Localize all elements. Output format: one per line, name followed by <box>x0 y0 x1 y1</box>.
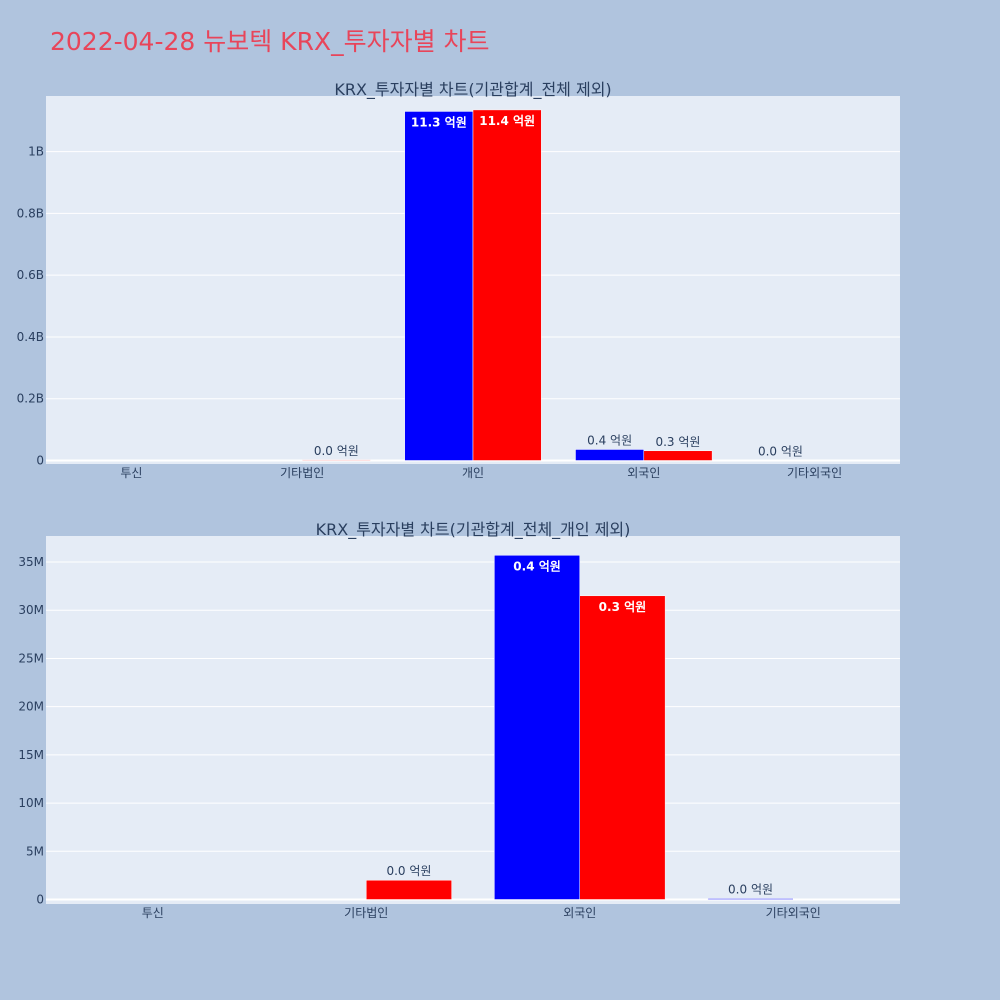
subplot-title: KRX_투자자별 차트(기관합계_전체 제외) <box>334 80 611 100</box>
plot-area <box>46 536 900 904</box>
y-tick-label: 0 <box>36 893 44 907</box>
y-tick-label: 0.2B <box>17 392 44 406</box>
x-tick-label: 기타외국인 <box>766 906 821 920</box>
x-tick-label: 개인 <box>462 466 484 480</box>
x-tick-label: 투신 <box>142 906 164 920</box>
x-tick-label: 기타외국인 <box>787 466 842 480</box>
y-tick-label: 10M <box>18 796 44 810</box>
sell-bar <box>579 595 666 900</box>
buy-bar <box>404 111 474 461</box>
data-label: 11.3 억원 <box>411 115 467 129</box>
x-tick-label: 외국인 <box>563 906 596 920</box>
y-tick-label: 1B <box>28 145 44 159</box>
x-tick-label: 기타법인 <box>280 466 324 480</box>
subplot-title: KRX_투자자별 차트(기관합계_전체_개인 제외) <box>316 520 631 540</box>
sell-bar <box>472 109 542 461</box>
y-tick-label: 0 <box>36 454 44 468</box>
buy-bar <box>707 898 794 900</box>
y-tick-label: 20M <box>18 700 44 714</box>
y-tick-label: 0.4B <box>17 330 44 344</box>
data-label: 11.4 억원 <box>479 114 535 128</box>
y-tick-label: 35M <box>18 555 44 569</box>
page-title: 2022-04-28 뉴보텍 KRX_투자자별 차트 <box>50 27 490 56</box>
sell-bar <box>366 879 452 900</box>
y-tick-label: 15M <box>18 748 44 762</box>
x-tick-label: 투신 <box>120 466 142 480</box>
data-label: 0.3 억원 <box>655 435 700 449</box>
data-label: 0.0 억원 <box>758 445 803 459</box>
y-tick-label: 0.8B <box>17 206 44 220</box>
x-tick-label: 기타법인 <box>344 906 388 920</box>
data-label: 0.4 억원 <box>513 559 561 573</box>
buy-bar <box>494 555 581 900</box>
y-tick-label: 0.6B <box>17 268 44 282</box>
data-label: 0.3 억원 <box>599 600 647 614</box>
data-label: 0.0 억원 <box>386 864 431 878</box>
sell-bar <box>643 450 713 461</box>
y-tick-label: 25M <box>18 651 44 665</box>
data-label: 0.0 억원 <box>314 444 359 458</box>
y-tick-label: 30M <box>18 603 44 617</box>
buy-bar <box>575 449 645 461</box>
y-tick-label: 5M <box>26 844 44 858</box>
x-tick-label: 외국인 <box>627 466 660 480</box>
data-label: 0.4 억원 <box>587 433 632 447</box>
sell-bar <box>301 459 371 461</box>
data-label: 0.0 억원 <box>728 883 773 897</box>
